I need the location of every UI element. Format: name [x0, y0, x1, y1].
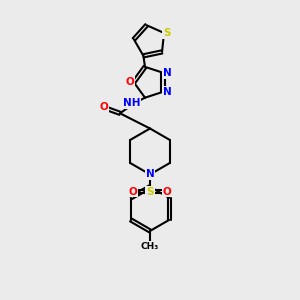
Text: O: O	[100, 102, 108, 112]
Text: O: O	[162, 187, 171, 196]
Text: O: O	[129, 187, 138, 196]
Text: N: N	[146, 169, 154, 179]
Text: NH: NH	[123, 98, 140, 108]
Text: S: S	[146, 187, 154, 196]
Text: O: O	[125, 77, 134, 87]
Text: S: S	[163, 28, 171, 38]
Text: N: N	[163, 68, 172, 78]
Text: CH₃: CH₃	[141, 242, 159, 251]
Text: N: N	[163, 87, 172, 97]
